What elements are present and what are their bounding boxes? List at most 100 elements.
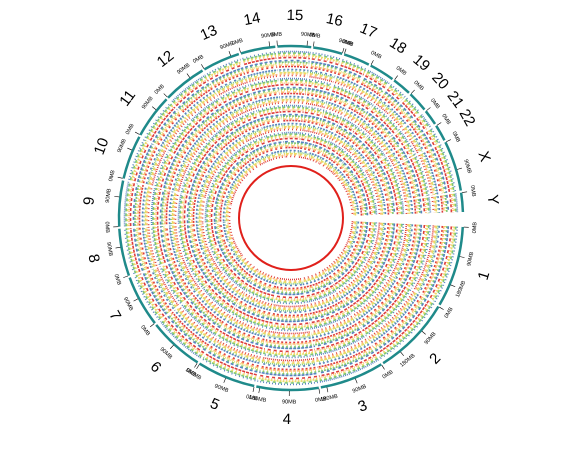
track-band [219,202,223,222]
track-band [374,298,427,352]
track-band [387,117,400,131]
track-band [299,154,310,159]
track-band [147,186,153,226]
track-band [150,269,175,310]
track-band [218,131,240,149]
track-band [186,92,217,117]
track-band [300,147,313,152]
track-band [265,132,284,137]
track-band [406,143,415,157]
track-band [231,146,249,161]
track-band [389,154,397,166]
track-band [179,193,184,224]
track-band [376,300,430,355]
track-band [358,174,364,182]
track-band [341,266,373,299]
chromosome-label: X [474,149,493,164]
track-band [314,334,364,355]
track-band [328,145,340,154]
track-band [275,292,304,296]
tick-mark [400,351,404,356]
tick-label: 90MB [105,188,113,203]
track-band [351,221,363,254]
track-band [218,222,224,243]
track-band [160,154,175,188]
track-band [333,84,355,95]
track-band [169,158,182,190]
track-band [330,94,350,104]
track-band [271,151,286,156]
track-band [383,93,398,107]
track-band [299,151,311,156]
track-band [364,181,374,205]
track-band [139,144,156,183]
track-band [204,114,230,135]
track-band [226,140,246,156]
track-band [352,98,371,111]
track-band [301,270,325,281]
track-band [399,201,403,215]
track-band [284,136,301,139]
track-band [282,109,304,112]
track-band [143,185,149,226]
track-band [209,120,234,140]
track-band [231,170,243,186]
track-band [221,326,264,345]
track-band [281,92,306,96]
track-band [390,154,398,165]
track-band [413,119,424,133]
track-band [427,130,437,146]
track-band [336,129,350,139]
track-band [372,132,384,144]
track-band [373,205,376,216]
track-band [375,150,383,160]
track-band [182,87,214,113]
track-band [401,101,417,118]
track-band [195,171,206,196]
track-band [207,223,215,246]
track-band [374,130,386,142]
tick-label: 0MB [395,65,408,77]
track-band [380,173,392,203]
track-band [250,81,279,89]
tick-label: 0MB [429,98,441,111]
track-band [156,226,166,264]
track-band [187,136,207,162]
track-band [171,160,185,191]
track-band [277,52,311,55]
track-band [304,111,323,118]
track-band [189,224,198,252]
track-band [283,125,302,128]
track-band [359,283,403,328]
track-band [312,325,359,345]
track-band [428,129,438,145]
track-band [391,202,394,215]
track-band [269,321,309,326]
track-band [256,271,278,282]
track-band [271,149,285,155]
track-band [319,127,335,135]
track-band [233,110,258,122]
track-band [197,197,202,223]
track-band [410,200,414,214]
track-band [390,223,408,277]
track-band [215,245,229,268]
track-band [353,186,362,207]
track-band [174,78,209,106]
track-band [334,158,342,166]
track-band [397,132,406,144]
track-band [132,183,139,226]
track-band [225,203,229,222]
chromosome-label: 16 [324,10,344,30]
track-band [406,160,420,198]
track-band [387,87,403,101]
track-band [225,320,266,338]
track-band [309,75,334,83]
track-band [246,287,274,300]
track-band [396,165,409,200]
track-band [171,74,206,103]
track-band [266,336,311,341]
track-band [231,264,251,282]
track-band [443,195,447,213]
track-band [440,195,444,213]
